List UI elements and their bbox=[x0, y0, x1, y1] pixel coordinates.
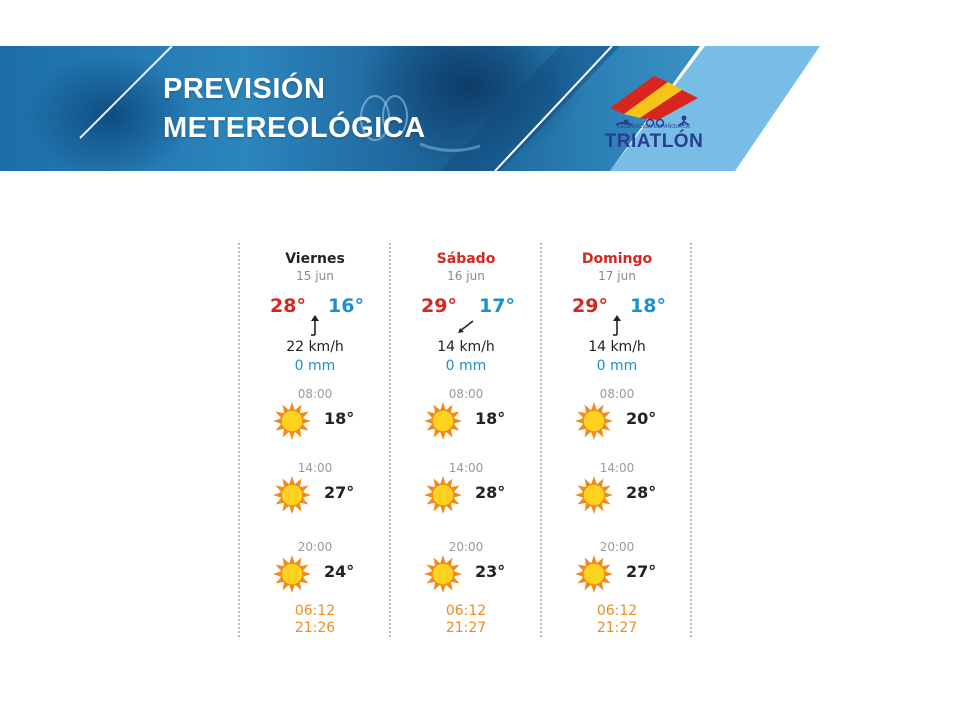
column-divider bbox=[238, 243, 240, 637]
slot-temperature: 28° bbox=[626, 483, 657, 502]
max-temperature: 28° bbox=[270, 295, 306, 317]
day-date: 16 jun bbox=[447, 269, 485, 283]
page-title-line-2: METEREOLÓGICA bbox=[163, 112, 426, 144]
slot-time: 08:00 bbox=[297, 387, 333, 401]
slot-time: 20:00 bbox=[297, 540, 333, 554]
column-divider bbox=[389, 243, 391, 637]
sun-icon bbox=[272, 554, 312, 594]
day-name: Domingo bbox=[581, 251, 653, 267]
hourly-slot: 08:00 18° bbox=[240, 387, 390, 457]
max-temperature: 29° bbox=[421, 295, 457, 317]
hourly-slot: 08:00 20° bbox=[542, 387, 692, 457]
hourly-slot: 14:00 28° bbox=[391, 461, 541, 531]
slot-time: 08:00 bbox=[599, 387, 635, 401]
hourly-slot: 20:00 23° bbox=[391, 540, 541, 610]
hourly-slot: 20:00 27° bbox=[542, 540, 692, 610]
page-title: PREVISIÓN METEREOLÓGICA bbox=[163, 70, 426, 148]
min-temperature: 17° bbox=[479, 295, 515, 317]
day-date: 15 jun bbox=[296, 269, 334, 283]
triathlon-federation-logo: FEDERACIÓN ESPAÑOLA DE TRIATLÓN bbox=[602, 68, 706, 156]
sunrise-time: 06:12 bbox=[294, 603, 336, 619]
hourly-slot: 08:00 18° bbox=[391, 387, 541, 457]
slot-temperature: 27° bbox=[626, 562, 657, 581]
sun-icon bbox=[574, 401, 614, 441]
sun-icon bbox=[272, 475, 312, 515]
logo-flag-icon bbox=[610, 76, 698, 128]
sunset-time: 21:27 bbox=[596, 620, 638, 636]
wind-speed: 14 km/h bbox=[437, 339, 495, 355]
slot-temperature: 23° bbox=[475, 562, 506, 581]
precipitation: 0 mm bbox=[445, 358, 487, 374]
page-title-line-1: PREVISIÓN bbox=[163, 73, 326, 105]
slot-time: 14:00 bbox=[297, 461, 333, 475]
slot-temperature: 24° bbox=[324, 562, 355, 581]
slot-time: 08:00 bbox=[448, 387, 484, 401]
sunset-time: 21:26 bbox=[294, 620, 336, 636]
precipitation: 0 mm bbox=[596, 358, 638, 374]
slot-temperature: 20° bbox=[626, 409, 657, 428]
day-name: Viernes bbox=[285, 251, 345, 267]
day-name: Sábado bbox=[436, 251, 496, 267]
wind-speed: 22 km/h bbox=[286, 339, 344, 355]
hourly-slot: 20:00 24° bbox=[240, 540, 390, 610]
logo-federation-text: FEDERACIÓN ESPAÑOLA DE bbox=[617, 124, 691, 130]
min-temperature: 16° bbox=[328, 295, 364, 317]
sun-icon bbox=[423, 401, 463, 441]
wind-arrow-diagonal-icon bbox=[457, 313, 475, 339]
day-date: 17 jun bbox=[598, 269, 636, 283]
forecast-day-1: Viernes 15 jun 28° 16° 22 km/h 0 mm 08:0… bbox=[240, 243, 390, 637]
hourly-slot: 14:00 28° bbox=[542, 461, 692, 531]
max-temperature: 29° bbox=[572, 295, 608, 317]
sun-icon bbox=[272, 401, 312, 441]
slot-time: 20:00 bbox=[599, 540, 635, 554]
slot-temperature: 18° bbox=[475, 409, 506, 428]
forecast-day-2: Sábado 16 jun 29° 17° 14 km/h 0 mm 08:00… bbox=[391, 243, 541, 637]
wind-speed: 14 km/h bbox=[588, 339, 646, 355]
slot-temperature: 28° bbox=[475, 483, 506, 502]
wind-arrow-up-icon bbox=[608, 313, 626, 339]
header-banner: FEDERACIÓN ESPAÑOLA DE TRIATLÓN bbox=[0, 46, 820, 171]
sun-icon bbox=[574, 475, 614, 515]
logo-brand-text: TRIATLÓN bbox=[604, 131, 704, 152]
slot-temperature: 18° bbox=[324, 409, 355, 428]
sun-icon bbox=[574, 554, 614, 594]
precipitation: 0 mm bbox=[294, 358, 336, 374]
column-divider bbox=[540, 243, 542, 637]
sun-icon bbox=[423, 554, 463, 594]
wind-arrow-up-icon bbox=[306, 313, 324, 339]
sunrise-time: 06:12 bbox=[445, 603, 487, 619]
slot-time: 14:00 bbox=[599, 461, 635, 475]
sunrise-time: 06:12 bbox=[596, 603, 638, 619]
slot-temperature: 27° bbox=[324, 483, 355, 502]
forecast-day-3: Domingo 17 jun 29° 18° 14 km/h 0 mm 08:0… bbox=[542, 243, 692, 637]
sun-icon bbox=[423, 475, 463, 515]
column-divider bbox=[690, 243, 692, 637]
hourly-slot: 14:00 27° bbox=[240, 461, 390, 531]
min-temperature: 18° bbox=[630, 295, 666, 317]
sunset-time: 21:27 bbox=[445, 620, 487, 636]
slot-time: 14:00 bbox=[448, 461, 484, 475]
slot-time: 20:00 bbox=[448, 540, 484, 554]
weather-forecast-panel: Viernes 15 jun 28° 16° 22 km/h 0 mm 08:0… bbox=[238, 243, 692, 637]
banner-decoration bbox=[79, 46, 820, 171]
